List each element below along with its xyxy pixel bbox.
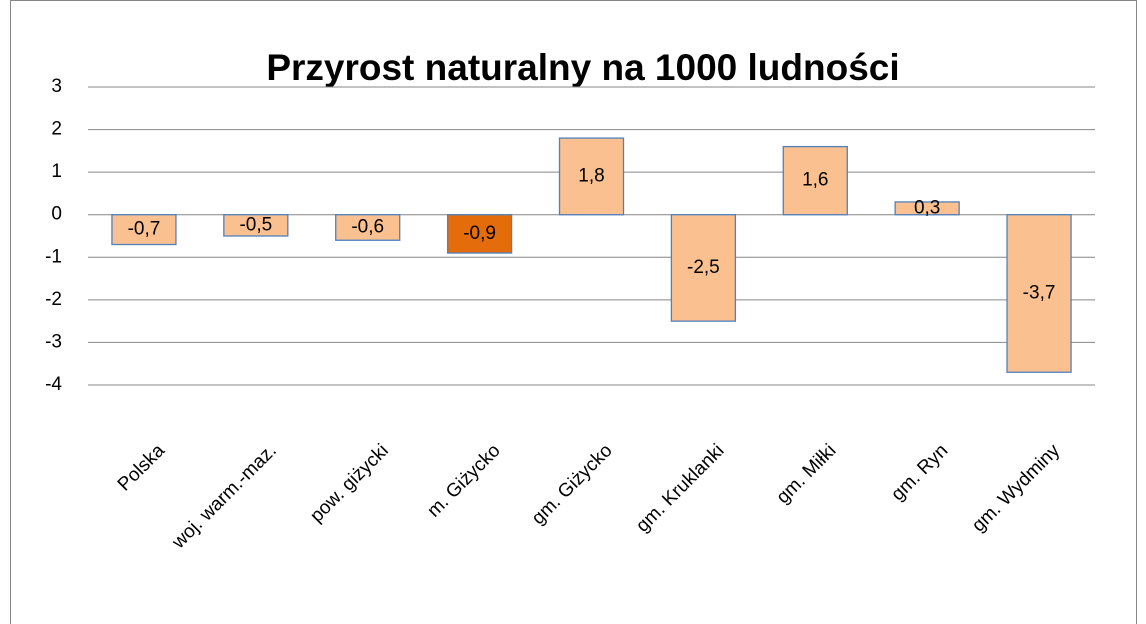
bar xyxy=(670,214,737,322)
bar xyxy=(335,214,401,241)
value-label: -0,6 xyxy=(351,217,384,238)
value-label: -0,7 xyxy=(128,219,161,240)
bar xyxy=(1006,214,1072,373)
value-label: -0,5 xyxy=(239,214,272,235)
value-label: 1,8 xyxy=(578,165,604,186)
bar xyxy=(223,214,289,237)
y-tick-label: -2 xyxy=(45,289,62,310)
value-label: -0,9 xyxy=(463,223,496,244)
value-label: -3,7 xyxy=(1023,282,1056,303)
y-tick-label: 0 xyxy=(51,204,62,225)
bar xyxy=(782,145,848,216)
bar xyxy=(558,137,625,216)
chart-title: Przyrost naturalny na 1000 ludności xyxy=(266,47,899,88)
bar xyxy=(446,214,513,254)
y-tick-label: 1 xyxy=(51,161,62,182)
value-label: 0,3 xyxy=(914,197,940,218)
value-label: -2,5 xyxy=(687,257,720,278)
y-tick-label: 2 xyxy=(51,119,62,140)
y-tick-label: -1 xyxy=(45,246,62,267)
chart-border xyxy=(10,0,1137,624)
bar xyxy=(111,214,177,246)
y-tick-label: 3 xyxy=(51,76,62,97)
y-tick-label: -4 xyxy=(45,374,62,395)
value-label: 1,6 xyxy=(802,170,828,191)
y-tick-label: -3 xyxy=(45,331,62,352)
bar xyxy=(894,201,960,216)
